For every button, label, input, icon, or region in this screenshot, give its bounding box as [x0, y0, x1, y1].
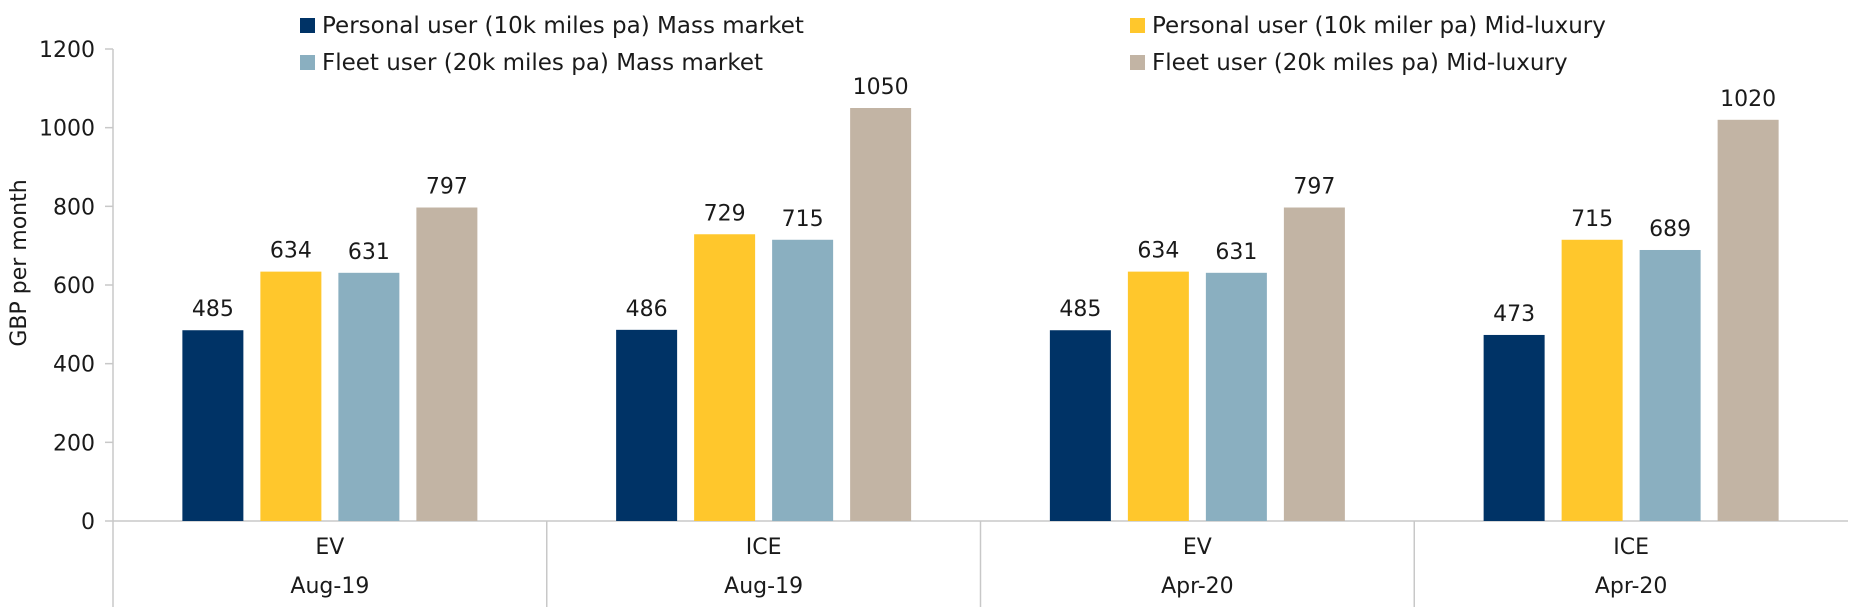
- data-label: 473: [1493, 302, 1535, 327]
- y-tick-label: 800: [53, 195, 95, 220]
- category-label: EV: [1183, 535, 1212, 560]
- bars-layer: [182, 108, 1779, 522]
- period-label: Aug-19: [724, 574, 803, 599]
- category-label: ICE: [1613, 535, 1649, 560]
- data-label: 1050: [853, 75, 909, 100]
- category-label: EV: [315, 535, 344, 560]
- data-label: 631: [1215, 240, 1257, 265]
- data-label: 486: [626, 297, 668, 322]
- bar: [1205, 272, 1267, 521]
- bar: [850, 108, 912, 521]
- y-tick-label: 1200: [39, 38, 95, 63]
- period-label: Apr-20: [1595, 574, 1668, 599]
- data-label: 634: [1137, 239, 1179, 264]
- legend-swatch: [300, 55, 315, 70]
- bar: [260, 271, 322, 521]
- bar: [1127, 271, 1189, 521]
- axes: 0 200 400 600 800 1000 1200: [39, 38, 1848, 607]
- bar: [772, 239, 834, 521]
- data-label: 485: [1059, 297, 1101, 322]
- y-tick-label: 600: [53, 274, 95, 299]
- bar: [616, 329, 678, 521]
- category-labels-layer: EV Aug-19 ICE Aug-19 EV Apr-20 ICE Apr-20: [290, 535, 1667, 599]
- bar: [694, 234, 756, 521]
- data-label: 689: [1649, 217, 1691, 242]
- data-labels-layer: 485 634 631 797 486 729 715 1050 485 634 631 797 473…: [192, 75, 1776, 327]
- legend: Personal user (10k miles pa) Mass market…: [300, 13, 1606, 76]
- data-label: 729: [704, 201, 746, 226]
- bar: [1283, 207, 1345, 521]
- legend-label: Personal user (10k miler pa) Mid-luxury: [1152, 13, 1606, 39]
- data-label: 1020: [1720, 87, 1776, 112]
- data-label: 715: [782, 207, 824, 232]
- bar: [1483, 334, 1545, 521]
- data-label: 631: [348, 240, 390, 265]
- y-tick-label: 200: [53, 431, 95, 456]
- data-label: 797: [1293, 175, 1335, 200]
- legend-swatch: [1130, 18, 1145, 33]
- period-label: Aug-19: [290, 574, 369, 599]
- y-tick-label: 0: [81, 510, 95, 535]
- data-label: 797: [426, 175, 468, 200]
- legend-label: Personal user (10k miles pa) Mass market: [322, 13, 804, 39]
- data-label: 634: [270, 239, 312, 264]
- legend-swatch: [1130, 55, 1145, 70]
- bar: [182, 330, 244, 521]
- bar: [1639, 249, 1701, 521]
- bar: [338, 272, 400, 521]
- legend-label: Fleet user (20k miles pa) Mass market: [322, 50, 763, 76]
- bar: [1717, 119, 1779, 522]
- bar: [416, 207, 478, 521]
- y-axis-title: GBP per month: [7, 179, 32, 346]
- legend-label: Fleet user (20k miles pa) Mid-luxury: [1152, 50, 1568, 76]
- bar: [1049, 330, 1111, 521]
- data-label: 715: [1571, 207, 1613, 232]
- y-tick-label: 400: [53, 353, 95, 378]
- legend-swatch: [300, 18, 315, 33]
- category-label: ICE: [746, 535, 782, 560]
- period-label: Apr-20: [1161, 574, 1234, 599]
- y-tick-label: 1000: [39, 117, 95, 142]
- bar: [1561, 239, 1623, 521]
- data-label: 485: [192, 297, 234, 322]
